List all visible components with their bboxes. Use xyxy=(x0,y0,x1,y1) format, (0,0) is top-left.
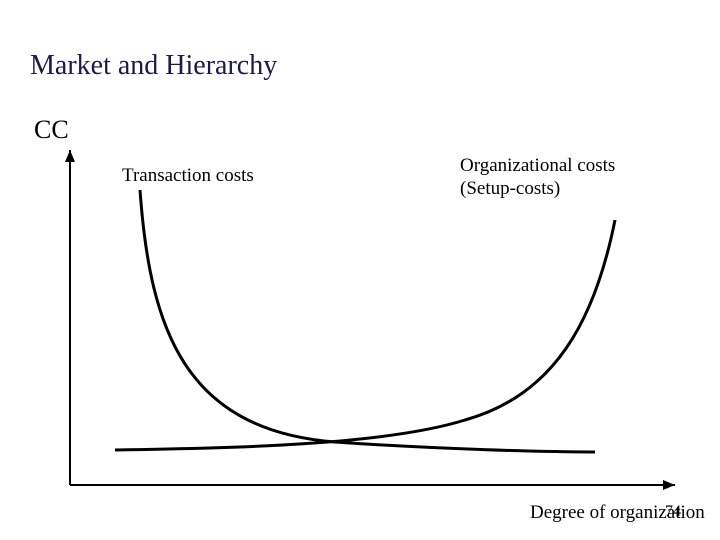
x-axis-arrow xyxy=(663,480,675,490)
organizational-costs-curve xyxy=(115,220,615,450)
y-axis-label: CC xyxy=(34,115,69,145)
transaction-costs-curve xyxy=(140,190,595,452)
chart-canvas xyxy=(55,150,695,500)
page-number: 74 xyxy=(665,503,681,521)
y-axis-arrow xyxy=(65,150,75,162)
page-title: Market and Hierarchy xyxy=(30,50,277,82)
